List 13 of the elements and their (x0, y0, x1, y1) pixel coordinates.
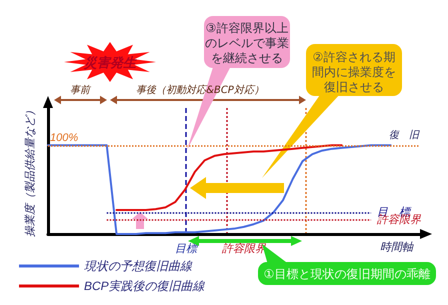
legend-label: 現状の予想復旧曲線 (84, 259, 193, 273)
text: 目標 (175, 242, 199, 255)
text: ①目標と現状の復旧期間の乖離 (264, 267, 430, 281)
text: ②許容される期間内に操業度を復旧させる (312, 50, 396, 94)
ref-line-label: 100% (50, 132, 78, 144)
x-axis-title: 時間軸 (380, 240, 414, 254)
text: 災害発生 (83, 55, 137, 71)
legend-label: BCP実践後の復旧曲線 (84, 279, 206, 293)
y-axis-title: 操業度（製品供給量など） (24, 105, 36, 237)
text: 復 旧 (389, 129, 420, 141)
text: 事後（初動対応&BCP対応） (136, 84, 264, 96)
text: 事前 (70, 84, 92, 96)
text: ③許容限界以上のレベルで事業を継続させる (205, 21, 289, 65)
